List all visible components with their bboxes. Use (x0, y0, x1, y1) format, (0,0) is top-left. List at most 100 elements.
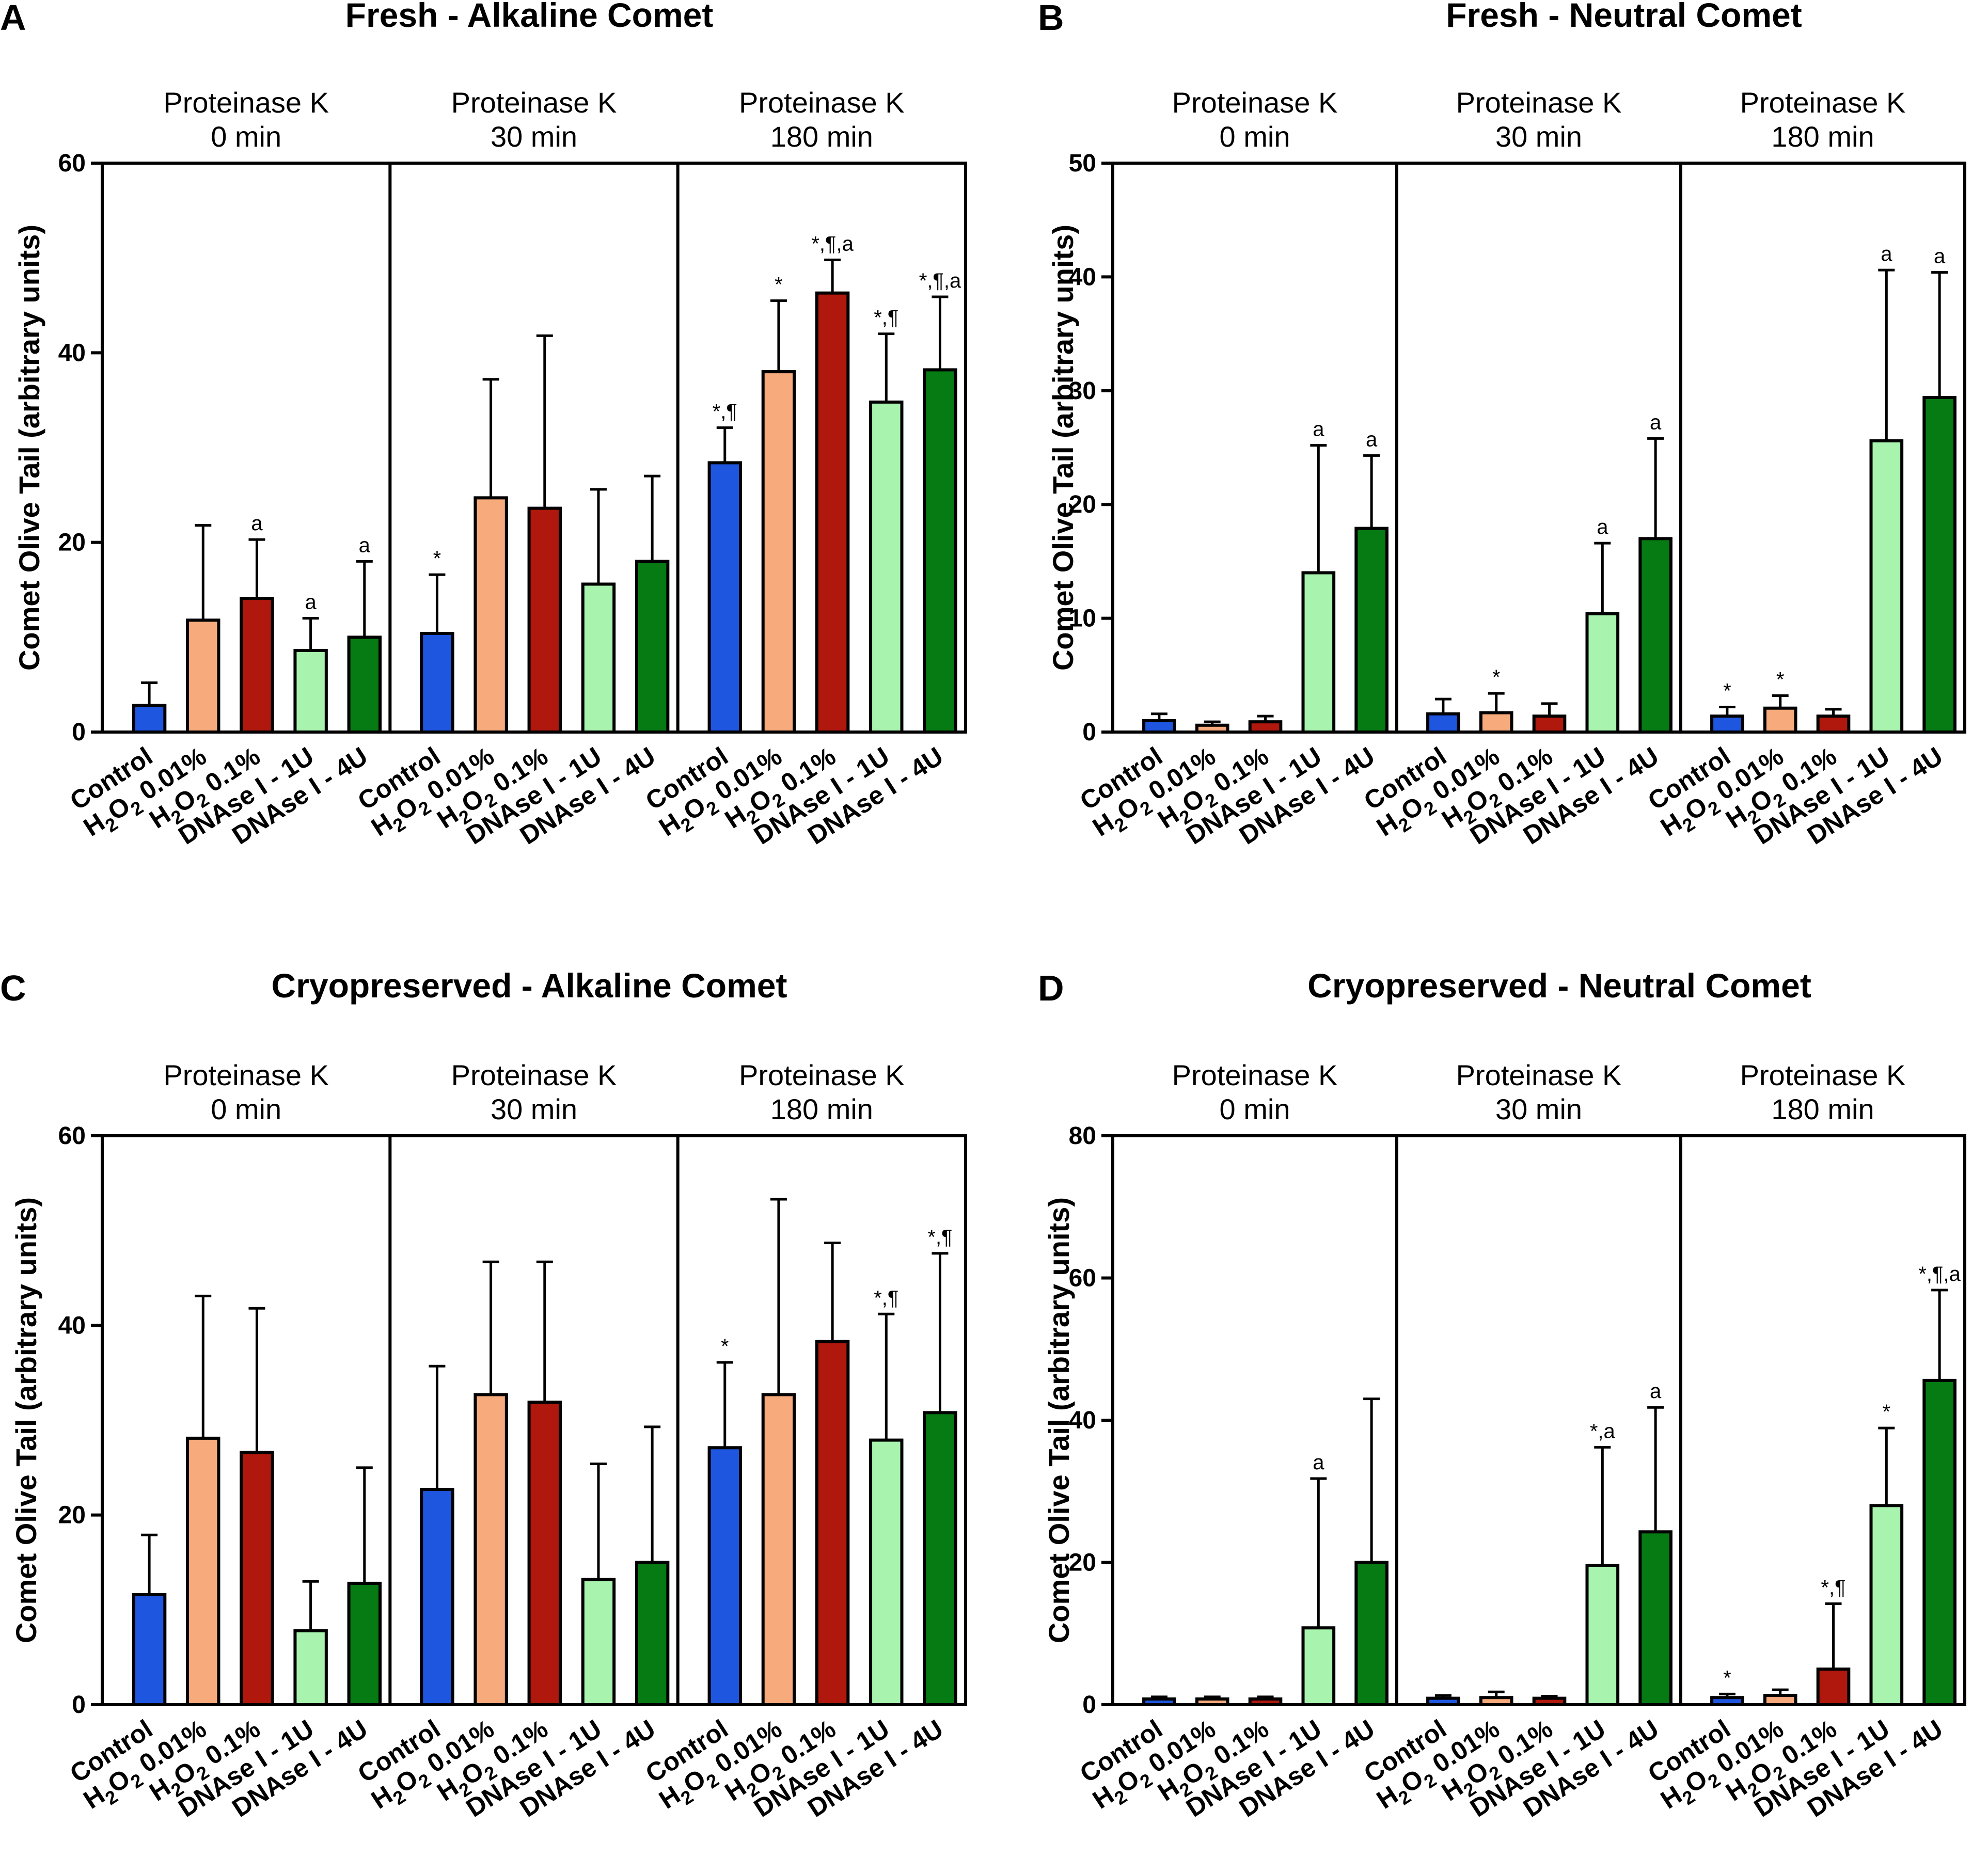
y-tick-label: 40 (58, 339, 86, 367)
bar (1248, 720, 1283, 734)
bar (1479, 1696, 1513, 1707)
bar (1816, 714, 1851, 734)
bar (132, 1593, 167, 1707)
bar (581, 1578, 616, 1707)
bar (815, 291, 850, 734)
significance-label: a (359, 534, 371, 557)
bar (1532, 1696, 1567, 1707)
bar (347, 636, 382, 734)
y-tick-label: 20 (58, 529, 86, 557)
bar (923, 368, 957, 734)
bar (420, 631, 454, 734)
bar (293, 1629, 328, 1706)
bar (1426, 712, 1460, 734)
bar (635, 1561, 670, 1706)
y-tick-label: 0 (72, 1691, 86, 1719)
y-axis-label: Comet Olive Tail (arbitrary units) (1047, 225, 1079, 671)
bar (1354, 527, 1389, 734)
group-label-line1: Proteinase K (1172, 86, 1338, 119)
group-label-line1: Proteinase K (1740, 86, 1906, 119)
panel-title: Cryopreserved - Alkaline Comet (272, 966, 787, 1005)
bar (635, 560, 670, 734)
bar (1479, 711, 1513, 734)
y-tick-label: 0 (1082, 1691, 1096, 1719)
bar (240, 597, 274, 734)
significance-label: a (1597, 516, 1608, 538)
bar (1354, 1561, 1389, 1706)
bar (1816, 1668, 1851, 1706)
panel-letter: C (0, 968, 26, 1008)
panel-letter: D (1038, 968, 1064, 1008)
group-label-line1: Proteinase K (163, 1059, 329, 1091)
significance-label: * (433, 547, 441, 570)
bar (1426, 1696, 1460, 1707)
bar (132, 704, 167, 734)
bar (1763, 1694, 1797, 1707)
group-label-line1: Proteinase K (1456, 1059, 1622, 1091)
group-label-line2: 0 min (1220, 120, 1290, 153)
bar (1301, 571, 1336, 734)
group-label-line1: Proteinase K (451, 86, 617, 119)
group-label-line2: 180 min (770, 1093, 873, 1125)
bar (474, 496, 508, 734)
significance-label: a (1366, 428, 1378, 451)
group-label-line1: Proteinase K (1740, 1059, 1906, 1091)
group-label-line2: 30 min (1495, 1093, 1582, 1125)
bar (761, 370, 796, 734)
significance-label: a (1934, 245, 1946, 268)
group-label-line2: 30 min (491, 1093, 577, 1125)
significance-label: a (1650, 411, 1662, 434)
significance-label: * (1492, 666, 1501, 689)
group-label-line1: Proteinase K (451, 1059, 617, 1091)
significance-label: a (305, 591, 317, 614)
y-tick-label: 60 (58, 1122, 86, 1150)
y-tick-label: 40 (58, 1312, 86, 1339)
significance-label: * (1723, 1666, 1731, 1689)
bar (1869, 1504, 1904, 1707)
panel-B: B Fresh - Neutral Comet Comet Olive Tail (… (1038, 0, 1966, 850)
bar (1301, 1626, 1336, 1706)
significance-label: a (1313, 1451, 1324, 1474)
y-axis-label: Comet Olive Tail (arbitrary units) (10, 1197, 42, 1643)
significance-label: *,¶ (1821, 1576, 1845, 1599)
y-axis-label: Comet Olive Tail (arbitrary units) (1043, 1197, 1075, 1643)
group-label-line2: 180 min (770, 120, 873, 153)
y-tick-label: 60 (58, 150, 86, 177)
bar (1532, 714, 1567, 734)
group-label-line2: 0 min (1220, 1093, 1290, 1125)
y-tick-label: 20 (1069, 1549, 1096, 1577)
group-label-line1: Proteinase K (163, 86, 329, 119)
significance-label: * (1883, 1401, 1891, 1423)
bar (581, 582, 616, 734)
significance-label: * (1723, 680, 1731, 703)
group-label-line2: 0 min (211, 120, 281, 153)
y-tick-label: 0 (1082, 719, 1096, 746)
bar (1195, 1697, 1229, 1706)
group-label-line1: Proteinase K (1456, 86, 1622, 119)
bar (1638, 1530, 1673, 1707)
y-tick-label: 0 (72, 719, 86, 746)
y-tick-label: 30 (1069, 377, 1096, 405)
bar (1922, 396, 1957, 734)
bar (474, 1393, 508, 1706)
bar (815, 1340, 850, 1706)
group-label-line1: Proteinase K (739, 86, 905, 119)
bar (186, 1436, 220, 1707)
bar (1710, 714, 1744, 734)
bar (1195, 723, 1229, 734)
bar (1710, 1696, 1744, 1707)
y-tick-label: 20 (58, 1502, 86, 1529)
significance-label: * (775, 273, 783, 296)
significance-label: *,¶ (874, 307, 898, 329)
bar (186, 618, 220, 734)
bar (293, 649, 328, 734)
significance-label: *,¶,a (1918, 1263, 1961, 1285)
significance-label: a (1650, 1380, 1662, 1403)
plot-frame (1111, 1134, 1966, 1706)
panel-A: A Fresh - Alkaline Comet Comet Olive Tail … (0, 0, 967, 850)
y-axis-label: Comet Olive Tail (arbitrary units) (13, 225, 45, 671)
y-tick-label: 80 (1069, 1122, 1096, 1150)
significance-label: * (721, 1335, 729, 1358)
bar (1142, 1697, 1176, 1706)
